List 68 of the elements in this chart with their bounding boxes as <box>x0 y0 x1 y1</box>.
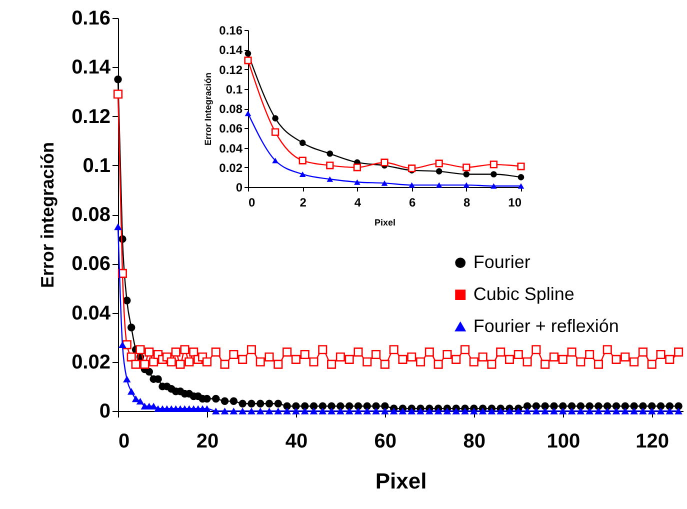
point <box>299 172 306 177</box>
point <box>518 183 524 189</box>
point <box>326 162 334 170</box>
y-tick-label: 0.02 <box>72 351 110 374</box>
y-tick-label: 0.06 <box>219 122 243 136</box>
point <box>299 140 306 146</box>
point <box>272 158 278 164</box>
point <box>518 174 524 180</box>
x-tick-label: 0 <box>118 430 130 452</box>
point <box>462 164 470 172</box>
y-tick-label: 0.06 <box>72 253 110 276</box>
point <box>244 50 252 57</box>
point <box>490 160 498 168</box>
point <box>463 171 470 178</box>
point <box>271 128 280 136</box>
y-axis-title: Error integración <box>38 142 58 288</box>
point <box>463 182 470 188</box>
point <box>244 110 252 116</box>
point <box>326 150 334 157</box>
x-tick-label: 8 <box>464 196 471 210</box>
point <box>436 168 442 174</box>
point <box>272 115 278 122</box>
x-axis-title: Pixel <box>375 468 427 494</box>
point <box>436 182 442 188</box>
y-tick-label: 0.12 <box>219 62 243 77</box>
point <box>354 179 360 185</box>
x-tick-label: 60 <box>374 430 397 452</box>
point <box>380 158 388 166</box>
x-tick-label: 6 <box>408 196 416 210</box>
point <box>381 180 388 186</box>
y-tick-label: 0.16 <box>219 24 243 38</box>
point <box>408 164 416 172</box>
x-tick-label: 10 <box>508 196 522 210</box>
x-tick-label: 0 <box>248 196 256 210</box>
y-axis-title: Error Integración <box>203 72 214 146</box>
y-tick-label: 0.1 <box>82 154 110 177</box>
x-tick-label: 40 <box>285 430 308 452</box>
point <box>490 171 497 178</box>
y-tick-label: 0 <box>236 180 243 194</box>
point <box>353 164 362 172</box>
y-tick-label: 0.02 <box>219 160 243 175</box>
x-axis-title: Pixel <box>374 218 396 228</box>
y-tick-label: 0.08 <box>219 102 243 116</box>
point <box>490 183 497 189</box>
point <box>298 156 306 164</box>
point <box>326 176 334 182</box>
point <box>244 56 252 64</box>
x-tick-label: 2 <box>300 196 307 210</box>
y-tick-label: 0.14 <box>72 56 112 79</box>
x-tick-label: 4 <box>354 196 362 210</box>
y-tick-label: 0.04 <box>72 302 112 324</box>
y-tick-label: 0.08 <box>72 204 110 226</box>
x-tick-label: 100 <box>546 430 580 452</box>
x-tick-label: 20 <box>196 430 219 452</box>
point <box>517 162 525 170</box>
y-tick-label: 0.04 <box>219 141 243 156</box>
legend-label: Fourier <box>473 252 530 272</box>
x-tick-label: 120 <box>636 430 670 452</box>
x-tick-label: 80 <box>463 430 486 452</box>
point <box>408 182 415 188</box>
y-tick-label: 0.12 <box>72 106 110 128</box>
y-tick-label: 0 <box>99 400 110 422</box>
point <box>435 160 443 168</box>
y-tick-label: 0.14 <box>219 43 243 58</box>
legend-label: Cubic Spline <box>473 284 574 304</box>
legend-label: Fourier + reflexión <box>473 316 619 336</box>
y-tick-label: 0.16 <box>72 8 110 30</box>
y-tick-label: 0.1 <box>226 82 243 96</box>
